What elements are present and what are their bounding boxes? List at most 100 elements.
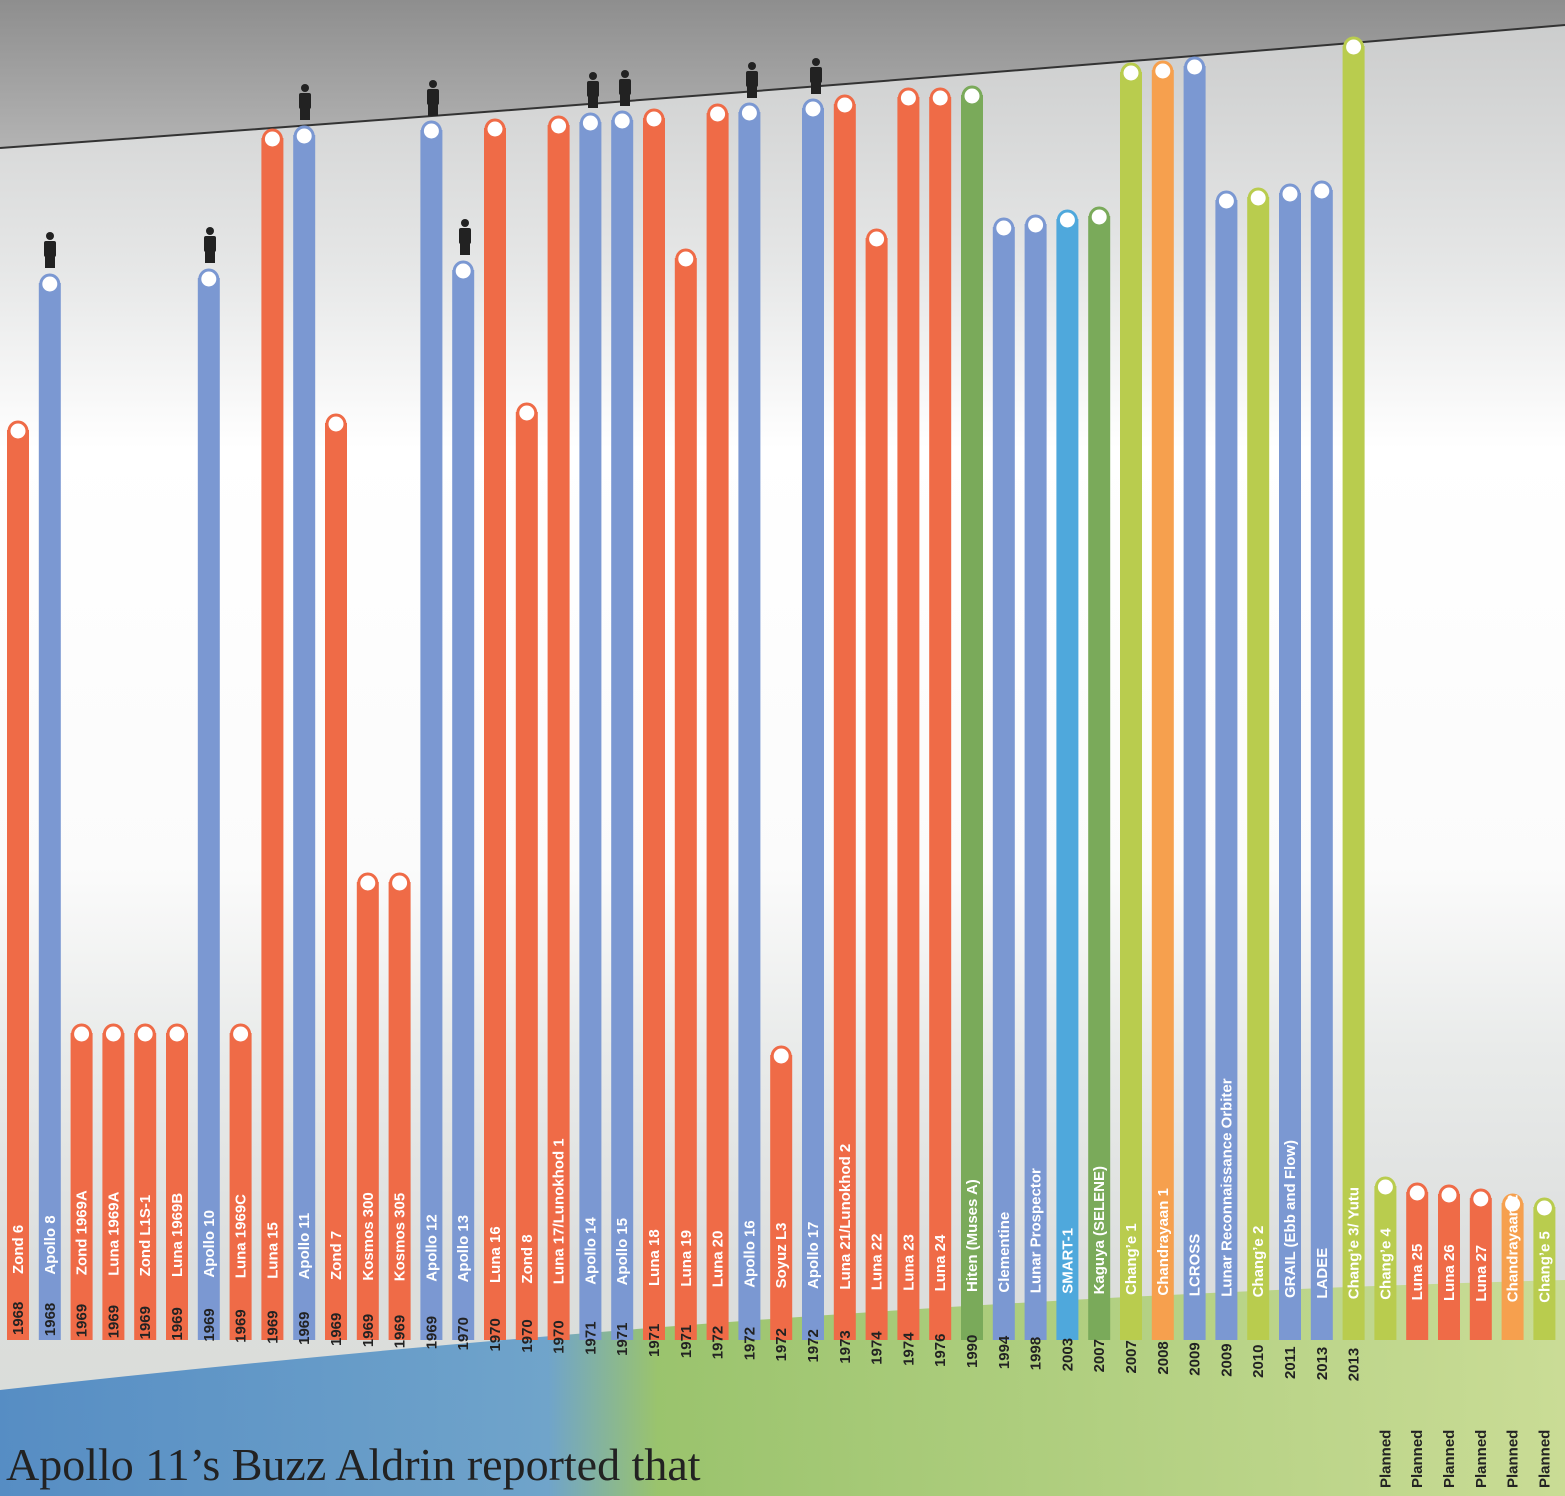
astronaut-icon: [459, 219, 471, 255]
year-label: 2003: [1059, 1338, 1076, 1371]
year-label: 2010: [1250, 1345, 1267, 1378]
mission-label: Chang’e 4: [1377, 1227, 1394, 1299]
bar-cap: [993, 217, 1015, 239]
bar-cap: [1406, 1182, 1428, 1204]
bar-cap: [7, 420, 29, 442]
year-label: Planned: [1409, 1430, 1426, 1488]
astronaut-icon: [44, 232, 56, 268]
bar: [865, 238, 888, 1340]
bar: [1056, 219, 1079, 1340]
bar-cap: [357, 872, 379, 894]
year-label: 1969: [423, 1316, 440, 1349]
bar: [579, 122, 602, 1340]
bar: [802, 108, 824, 1340]
mission-label: Chang’e 3/ Yutu: [1346, 1187, 1363, 1299]
year-label: 1968: [10, 1302, 27, 1335]
bar: [1533, 1207, 1556, 1340]
mission-label: Apollo 12: [423, 1214, 440, 1282]
mission-label: Luna 27: [1473, 1245, 1490, 1302]
bar-cap: [1502, 1193, 1524, 1215]
bar: [547, 125, 570, 1340]
bar-cap: [1470, 1188, 1492, 1210]
year-label: 1971: [678, 1325, 695, 1358]
year-label: 1970: [487, 1318, 504, 1351]
bar: [961, 95, 983, 1340]
bar: [1342, 46, 1365, 1340]
year-label: 1998: [1028, 1337, 1045, 1370]
year-label: 1972: [805, 1329, 822, 1362]
year-label: 1994: [996, 1335, 1013, 1369]
bar-cap: [1088, 206, 1110, 228]
year-label: 1973: [837, 1330, 854, 1363]
bar-cap: [1184, 56, 1206, 78]
bar: [833, 104, 856, 1340]
bar: [1215, 200, 1238, 1340]
bar: [1247, 197, 1270, 1340]
mission-label: Luna 19: [678, 1230, 695, 1287]
mission-label: Luna 17/Lunokhod 1: [551, 1138, 568, 1284]
year-label: 1969: [264, 1310, 281, 1343]
mission-label: Lunar Reconnaissance Orbiter: [1218, 1078, 1235, 1297]
bar-cap: [802, 98, 824, 120]
mission-label: GRAIL (Ebb and Flow): [1282, 1140, 1299, 1298]
mission-label: Zond 1969A: [74, 1190, 91, 1275]
mission-label: Luna 16: [487, 1226, 504, 1283]
mission-label: Luna 15: [264, 1222, 281, 1279]
bar: [643, 118, 665, 1340]
mission-label: Soyuz L3: [773, 1223, 790, 1289]
mission-label: Zond 7: [328, 1231, 345, 1280]
bar-cap: [929, 87, 951, 109]
moon-horizon: [0, 24, 1565, 149]
bar: [929, 97, 952, 1340]
bar: [674, 258, 697, 1340]
bar: [452, 270, 475, 1340]
mission-label: Luna 1969B: [169, 1193, 186, 1277]
mission-label: Luna 24: [932, 1234, 949, 1291]
year-label: 2007: [1123, 1340, 1140, 1373]
year-label: 1971: [646, 1324, 663, 1357]
bar: [134, 1033, 157, 1340]
mission-label: Luna 21/Lunokhod 2: [837, 1144, 854, 1290]
mission-label: Zond 6: [10, 1225, 27, 1274]
mission-label: Chandrayaan 1: [1155, 1188, 1172, 1296]
mission-label: Luna 23: [900, 1234, 917, 1291]
bar-cap: [452, 260, 474, 282]
bar: [1406, 1192, 1429, 1340]
bar-cap: [1215, 190, 1237, 212]
bar: [1438, 1194, 1460, 1340]
bar: [38, 283, 61, 1340]
bar: [102, 1033, 125, 1340]
bar: [325, 423, 347, 1340]
year-label: Planned: [1536, 1430, 1553, 1488]
bars: Zond 6 1968 Apollo 8 1968 Zond 1969A 1969 Luna…: [7, 36, 1556, 1488]
bar-cap: [770, 1045, 792, 1067]
bar: [1120, 72, 1142, 1340]
mission-label: Luna 22: [869, 1234, 886, 1291]
year-label: 1969: [392, 1315, 409, 1348]
bar: [1151, 70, 1174, 1340]
bar-cap: [1120, 62, 1142, 84]
bar-cap: [420, 120, 442, 142]
bar-cap: [102, 1023, 124, 1045]
mission-label: Zond 8: [519, 1234, 536, 1283]
mission-label: Luna 18: [646, 1229, 663, 1286]
bar-cap: [261, 128, 283, 150]
mission-label: Clementine: [996, 1212, 1013, 1293]
bar: [770, 1055, 793, 1340]
bar-cap: [1279, 183, 1301, 205]
bar: [1501, 1203, 1524, 1340]
mission-label: LCROSS: [1187, 1234, 1204, 1297]
year-label: 1974: [869, 1331, 886, 1365]
mission-label: Luna 25: [1409, 1244, 1426, 1301]
year-label: 2013: [1314, 1347, 1331, 1380]
year-label: Planned: [1505, 1430, 1522, 1488]
year-label: 1969: [74, 1304, 91, 1337]
bar: [356, 882, 379, 1340]
astronaut-icon: [810, 58, 822, 94]
bar-cap: [484, 118, 506, 140]
year-label: 2008: [1155, 1341, 1172, 1374]
mission-label: Luna 1969C: [233, 1194, 250, 1278]
bar: [1024, 224, 1047, 1340]
mission-label: Lunar Prospector: [1028, 1168, 1045, 1293]
bar: [70, 1033, 93, 1340]
